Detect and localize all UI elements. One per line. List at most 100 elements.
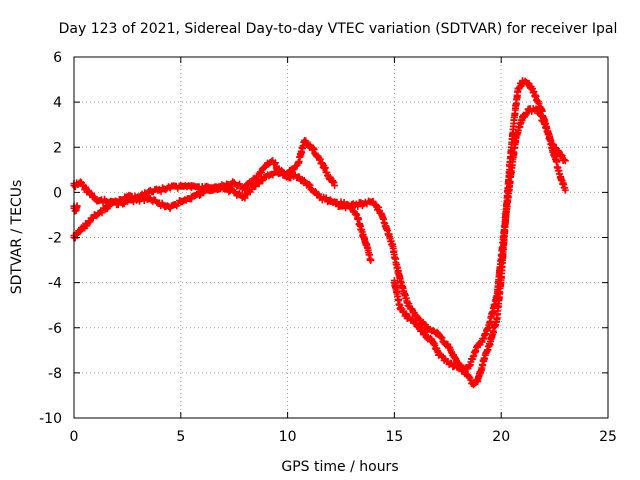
y-tick-label: -2 (48, 231, 62, 247)
data-point (388, 240, 396, 248)
data-point (382, 222, 390, 230)
data-point (145, 188, 153, 196)
data-point (305, 182, 313, 190)
data-point (316, 193, 324, 201)
data-point (230, 179, 238, 187)
data-point (561, 157, 569, 165)
x-tick-label: 25 (599, 429, 617, 445)
data-point (83, 186, 91, 194)
data-point (557, 175, 565, 183)
data-point (166, 184, 174, 192)
data-point (326, 197, 334, 205)
data-point (269, 157, 277, 165)
data-point (435, 351, 443, 359)
data-point (91, 195, 99, 203)
data-point (134, 193, 142, 201)
data-point (444, 358, 452, 366)
y-tick-label: -4 (48, 276, 62, 292)
y-axis-title: SDTVAR / TECUs (9, 180, 25, 295)
data-point (493, 315, 501, 323)
data-point (412, 319, 420, 327)
series-track-e (70, 202, 81, 215)
data-point (457, 364, 465, 372)
data-point (469, 380, 477, 388)
series-markers (337, 105, 568, 375)
data-point (252, 182, 260, 190)
grid (74, 57, 608, 418)
data-point (155, 200, 163, 208)
data-point (166, 204, 174, 212)
data-point (422, 333, 430, 341)
y-tick-label: 2 (53, 140, 62, 156)
data-point (187, 193, 195, 201)
data-point (337, 200, 345, 208)
y-tick-label: -6 (48, 321, 62, 337)
data-point (331, 182, 339, 190)
x-tick-label: 0 (70, 429, 79, 445)
data-point (275, 166, 283, 174)
data-point (155, 186, 163, 194)
data-point (519, 114, 527, 122)
data-point (301, 136, 309, 144)
y-tick-label: -8 (48, 366, 62, 382)
data-point (393, 261, 401, 269)
data-point (91, 211, 99, 219)
data-point (241, 184, 249, 192)
data-point (422, 324, 430, 332)
data-point (463, 371, 471, 379)
x-axis-title: GPS time / hours (281, 459, 398, 475)
data-point (177, 197, 185, 205)
data-point (525, 105, 533, 113)
data-point (354, 215, 362, 223)
data-point (525, 80, 533, 88)
data-point (76, 179, 84, 187)
data-point (294, 173, 302, 181)
data-point (83, 220, 91, 228)
data-point (497, 274, 505, 282)
data-point (369, 197, 377, 205)
data-point (294, 159, 302, 167)
data-point (73, 202, 81, 210)
data-point (390, 279, 398, 287)
data-point (123, 193, 131, 201)
data-point (403, 312, 411, 320)
y-tick-label: 4 (53, 95, 62, 111)
data-point (519, 78, 527, 86)
x-tick-label: 10 (279, 429, 297, 445)
data-point (252, 175, 260, 183)
data-point (506, 161, 514, 169)
data-point (412, 312, 420, 320)
data-point (318, 159, 326, 167)
series-track-c (337, 105, 569, 375)
data-point (472, 346, 480, 354)
data-point (262, 161, 270, 169)
data-point (429, 337, 437, 345)
data-point (444, 342, 452, 350)
data-point (501, 215, 509, 223)
data-point (538, 107, 546, 115)
data-point (284, 173, 292, 181)
data-point (145, 195, 153, 203)
data-point (403, 299, 411, 307)
data-point (360, 236, 368, 244)
data-point (102, 204, 110, 212)
data-point (76, 227, 84, 235)
data-point (397, 279, 405, 287)
x-tick-label: 15 (385, 429, 403, 445)
data-point (531, 91, 539, 99)
data-point (487, 337, 495, 345)
data-point (113, 197, 121, 205)
x-tick-label: 5 (176, 429, 185, 445)
y-tick-label: 6 (53, 50, 62, 66)
data-point (544, 130, 552, 138)
data-point (187, 182, 195, 190)
data-point (514, 85, 522, 93)
data-point (450, 362, 458, 370)
data-point (474, 376, 482, 384)
data-point (358, 200, 366, 208)
data-point (220, 182, 228, 190)
data-point (480, 355, 488, 363)
data-point (348, 202, 356, 210)
series-track-d (390, 77, 569, 389)
